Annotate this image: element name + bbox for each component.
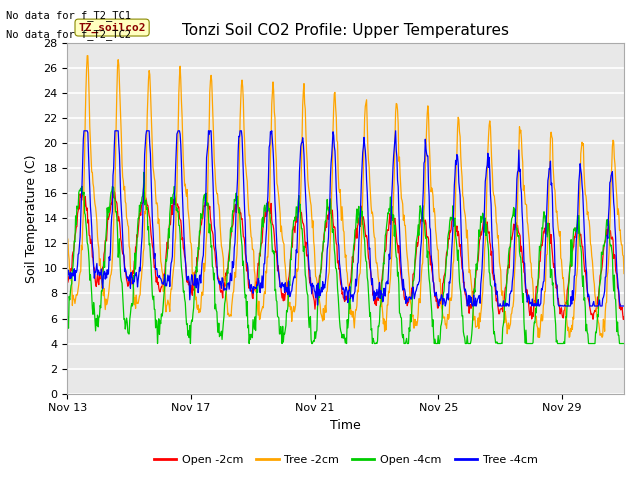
Open -2cm	[380, 266, 387, 272]
Line: Tree -2cm: Tree -2cm	[67, 56, 624, 337]
Open -2cm	[84, 220, 92, 226]
Tree -2cm	[514, 200, 522, 206]
Open -4cm	[154, 341, 161, 347]
Open -4cm	[196, 228, 204, 234]
Tree -2cm	[63, 235, 71, 240]
Text: TZ_soilco2: TZ_soilco2	[78, 23, 146, 33]
Tree -4cm	[296, 155, 304, 161]
Open -4cm	[63, 324, 71, 330]
Open -2cm	[514, 222, 522, 228]
Tree -4cm	[63, 274, 71, 280]
Tree -4cm	[195, 282, 203, 288]
Open -4cm	[83, 240, 91, 246]
Open -2cm	[195, 243, 203, 249]
Tree -4cm	[267, 129, 275, 134]
Open -4cm	[380, 261, 388, 267]
Tree -4cm	[84, 130, 92, 135]
Tree -2cm	[83, 53, 91, 59]
Open -4cm	[140, 169, 148, 175]
Open -4cm	[620, 341, 628, 347]
Open -2cm	[620, 314, 628, 320]
Tree -2cm	[195, 310, 203, 315]
Tree -2cm	[84, 53, 92, 59]
Open -2cm	[63, 272, 71, 277]
Tree -2cm	[267, 153, 275, 159]
Tree -2cm	[296, 213, 304, 218]
Tree -4cm	[620, 303, 628, 309]
Tree -2cm	[534, 335, 542, 340]
Tree -4cm	[80, 128, 88, 134]
Tree -2cm	[620, 271, 628, 276]
Y-axis label: Soil Temperature (C): Soil Temperature (C)	[25, 154, 38, 283]
Line: Tree -4cm: Tree -4cm	[67, 131, 624, 306]
Open -2cm	[620, 317, 627, 323]
Open -2cm	[296, 203, 304, 209]
Line: Open -2cm: Open -2cm	[67, 187, 624, 320]
Text: No data for f_T2_TC1: No data for f_T2_TC1	[6, 10, 131, 21]
Text: No data for f_T2_TC2: No data for f_T2_TC2	[6, 29, 131, 40]
X-axis label: Time: Time	[330, 419, 361, 432]
Line: Open -4cm: Open -4cm	[67, 172, 624, 344]
Open -2cm	[267, 211, 275, 216]
Tree -4cm	[515, 168, 522, 173]
Legend: Open -2cm, Tree -2cm, Open -4cm, Tree -4cm: Open -2cm, Tree -2cm, Open -4cm, Tree -4…	[149, 451, 542, 469]
Open -2cm	[78, 184, 86, 190]
Tree -2cm	[380, 321, 387, 327]
Tree -4cm	[435, 303, 443, 309]
Tree -4cm	[380, 298, 387, 303]
Open -4cm	[268, 221, 275, 227]
Title: Tonzi Soil CO2 Profile: Upper Temperatures: Tonzi Soil CO2 Profile: Upper Temperatur…	[182, 23, 509, 38]
Open -4cm	[515, 234, 522, 240]
Open -4cm	[297, 215, 305, 221]
